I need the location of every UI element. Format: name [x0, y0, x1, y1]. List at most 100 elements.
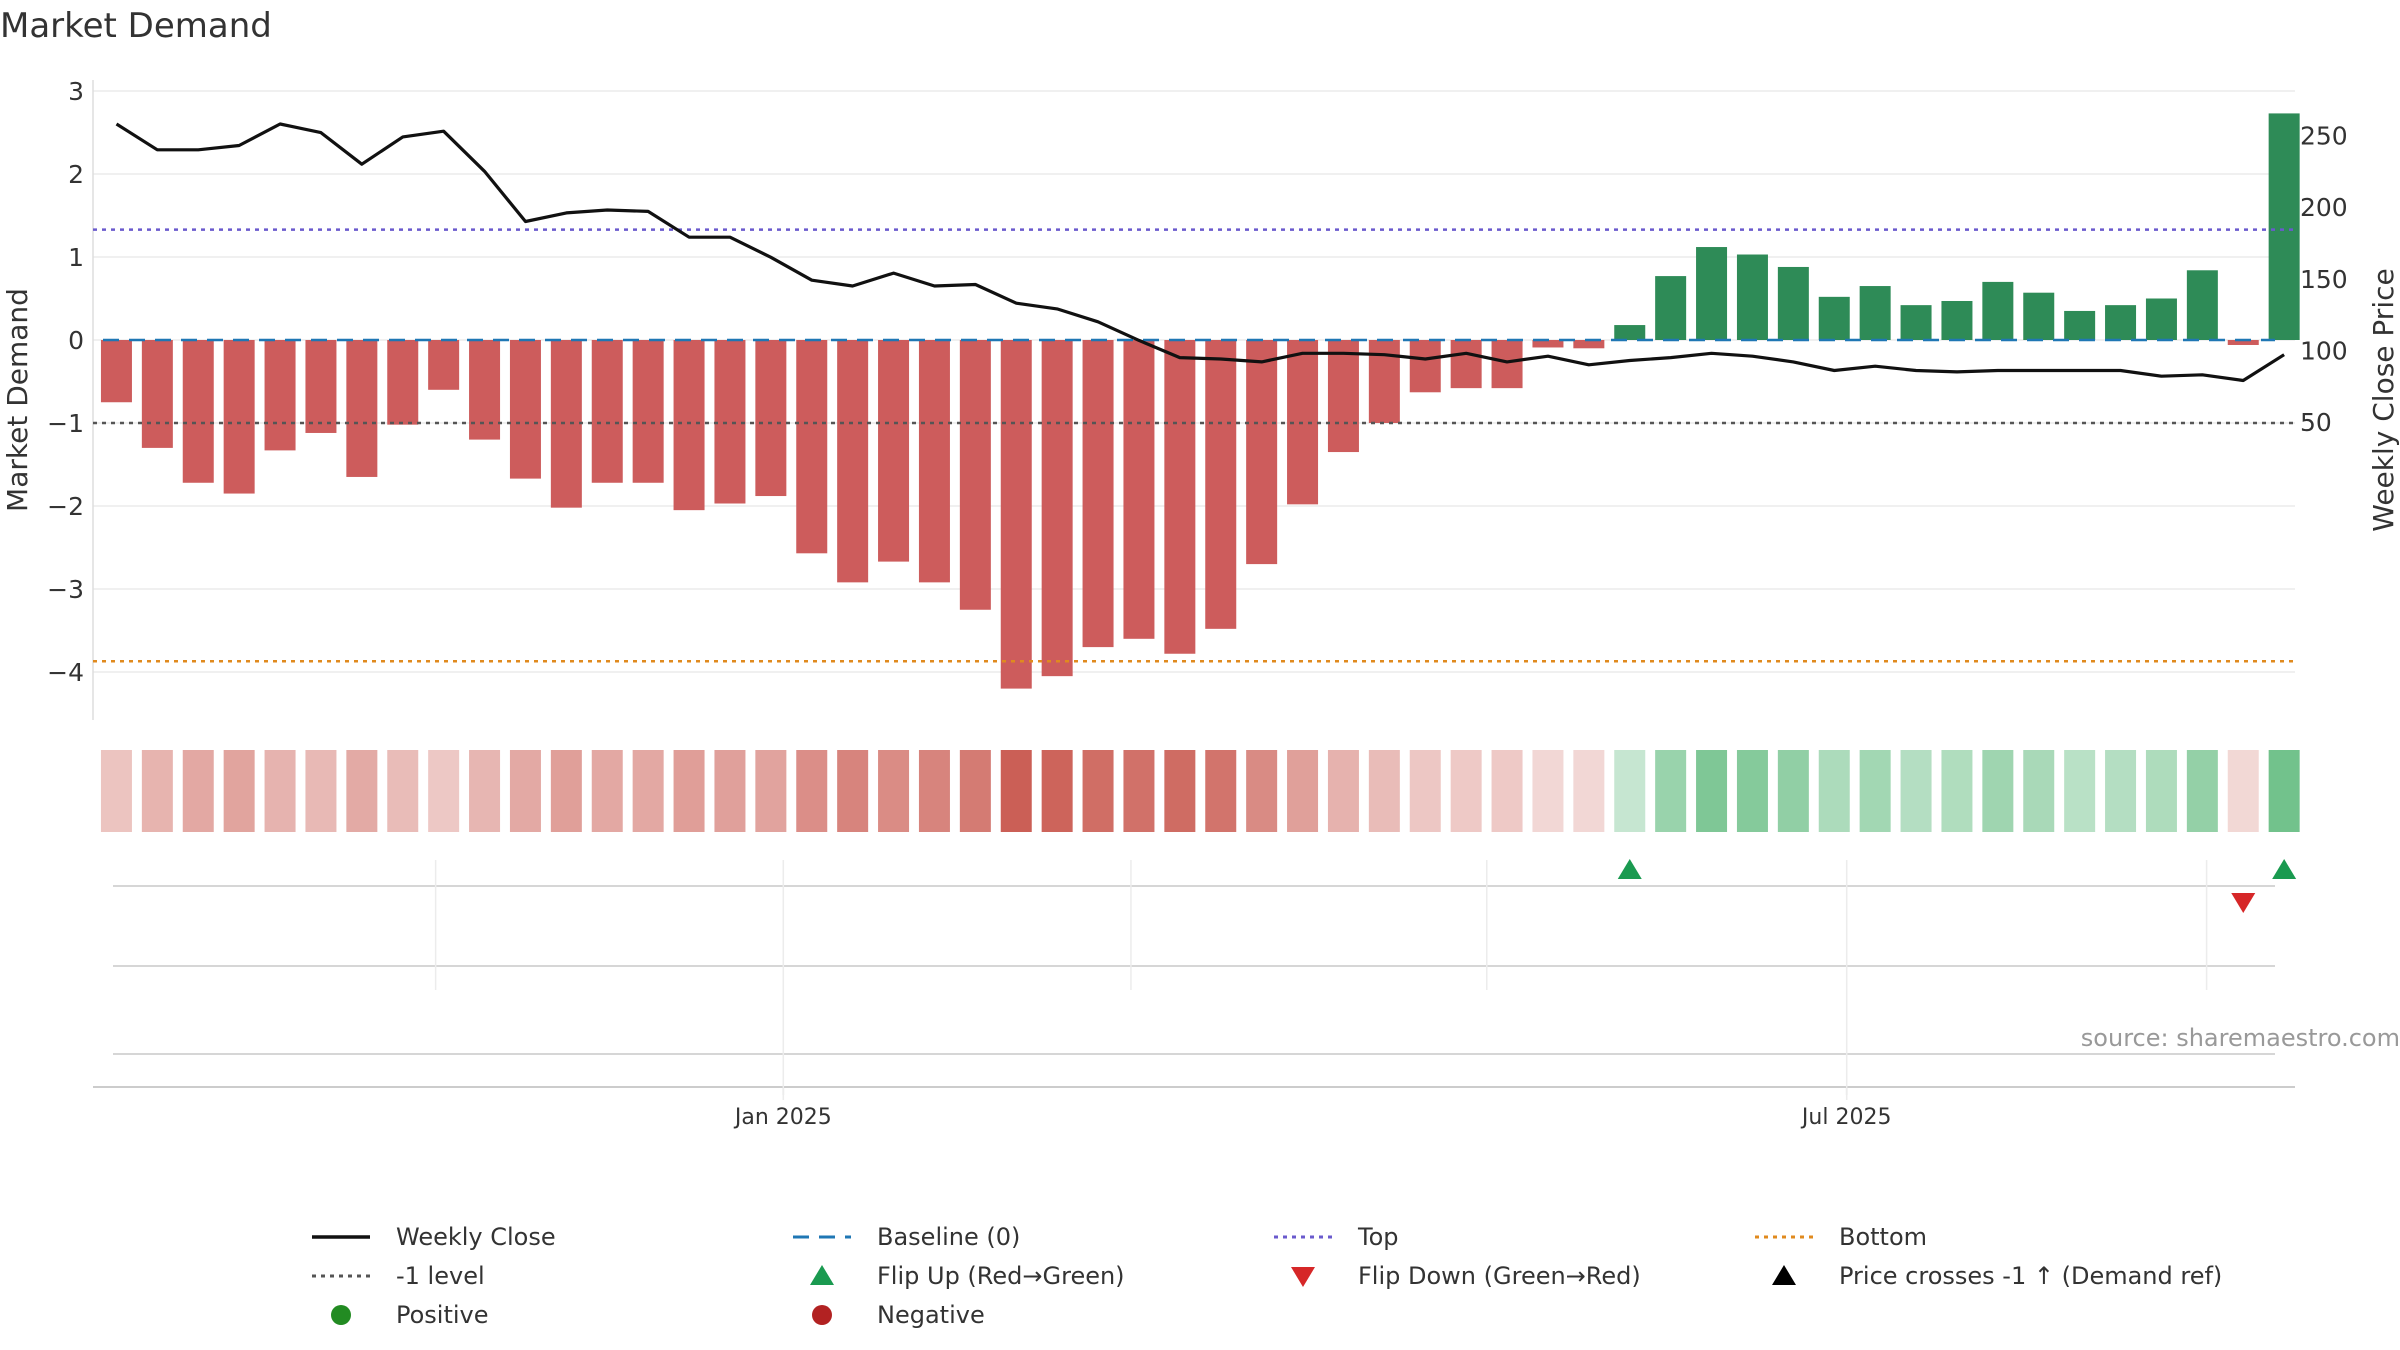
heat-cell — [2268, 750, 2300, 832]
demand-bar — [1409, 340, 1441, 393]
heat-cell — [100, 750, 132, 832]
heat-cell — [1900, 750, 1932, 832]
demand-bar — [182, 340, 214, 483]
demand-bar — [632, 340, 664, 483]
y-right-tick-label: 150 — [2300, 265, 2348, 294]
demand-bar — [2023, 292, 2055, 340]
heat-cell — [2064, 750, 2096, 832]
heat-cell — [1859, 750, 1891, 832]
heat-cell — [223, 750, 255, 832]
demand-bar — [1450, 340, 1482, 389]
legend-item-negative: Negative — [812, 1301, 985, 1329]
demand-bar — [1327, 340, 1359, 453]
heat-cell — [632, 750, 664, 832]
weekly-close-line — [115, 122, 2285, 383]
legend-label: Weekly Close — [396, 1223, 556, 1251]
heat-cell — [673, 750, 705, 832]
demand-bar — [1368, 340, 1400, 423]
heat-cell — [141, 750, 173, 832]
legend-label: -1 level — [396, 1262, 485, 1290]
heat-cell — [2227, 750, 2259, 832]
legend-label: Flip Up (Red→Green) — [877, 1262, 1125, 1290]
heat-cell — [1082, 750, 1114, 832]
heat-cell — [1573, 750, 1605, 832]
heat-cell — [387, 750, 419, 832]
demand-bar — [1941, 300, 1973, 340]
demand-bar — [1205, 340, 1237, 629]
legend-item-top: Top — [1274, 1223, 1399, 1251]
legend-label: Positive — [396, 1301, 489, 1329]
demand-bar — [837, 340, 869, 583]
y-axis-left-label: Market Demand — [1, 288, 34, 512]
demand-bars — [100, 113, 2300, 689]
event-rows — [113, 859, 2297, 1100]
legend-swatch — [812, 1305, 832, 1325]
legend-item-baseline: Baseline (0) — [793, 1223, 1020, 1251]
demand-bar — [1000, 340, 1032, 689]
source-label: source: sharemaestro.com — [2081, 1024, 2400, 1052]
y-right-tick-label: 100 — [2300, 336, 2348, 365]
legend-item-price-cross: Price crosses -1 ↑ (Demand ref) — [1772, 1262, 2222, 1290]
heat-cell — [959, 750, 991, 832]
heat-cell — [1123, 750, 1155, 832]
demand-bar — [714, 340, 746, 504]
flip-down-marker — [2231, 893, 2256, 913]
y-left-tick-label: 2 — [68, 160, 84, 189]
demand-bar — [1491, 340, 1523, 389]
heat-cell — [305, 750, 337, 832]
heat-cell — [1655, 750, 1687, 832]
legend-label: Flip Down (Green→Red) — [1358, 1262, 1641, 1290]
demand-bar — [2105, 305, 2137, 340]
demand-bar — [1696, 247, 1728, 340]
demand-bar — [1532, 340, 1564, 348]
demand-bar — [591, 340, 623, 483]
demand-bar — [1573, 340, 1605, 349]
heat-cell — [428, 750, 460, 832]
y-left-tick-label: −1 — [47, 409, 84, 438]
y-right-tick-label: 250 — [2300, 122, 2348, 151]
demand-bar — [1164, 340, 1196, 654]
legend-swatch — [810, 1265, 834, 1285]
demand-bar — [2268, 113, 2300, 340]
heat-cell — [591, 750, 623, 832]
heat-cell — [1532, 750, 1564, 832]
legend-label: Top — [1357, 1223, 1399, 1251]
heat-cell — [1982, 750, 2014, 832]
y-right-tick-label: 200 — [2300, 193, 2348, 222]
y-left-tick-label: 1 — [68, 243, 84, 272]
demand-bar — [1900, 305, 1932, 340]
heat-cell — [264, 750, 296, 832]
demand-bar — [1736, 254, 1768, 340]
y-left-tick-label: −2 — [47, 492, 84, 521]
heat-cell — [2186, 750, 2218, 832]
demand-bar — [428, 340, 460, 390]
demand-bar — [2145, 298, 2177, 340]
heat-cell — [2023, 750, 2055, 832]
chart-title: Market Demand — [0, 6, 272, 46]
legend-item-weekly-close: Weekly Close — [312, 1223, 556, 1251]
demand-bar — [918, 340, 950, 583]
heat-cell — [1205, 750, 1237, 832]
demand-bar — [878, 340, 910, 562]
demand-bar — [1777, 266, 1809, 340]
reference-lines — [93, 228, 2295, 663]
heat-cell — [1614, 750, 1646, 832]
demand-bar — [550, 340, 582, 508]
legend: Weekly Close Baseline (0) Top Bottom -1 leve… — [312, 1223, 2222, 1329]
demand-bar — [387, 340, 419, 425]
legend-swatch — [331, 1305, 351, 1325]
demand-bar — [1246, 340, 1278, 565]
heat-cell — [755, 750, 787, 832]
demand-bar — [223, 340, 255, 494]
demand-bar — [1859, 286, 1891, 340]
y-axis-right-label: Weekly Close Price — [2367, 268, 2400, 531]
x-tick-label: Jan 2025 — [733, 1105, 832, 1130]
heat-cell — [1409, 750, 1441, 832]
demand-bar — [755, 340, 787, 497]
heat-cell — [878, 750, 910, 832]
heat-cell — [1777, 750, 1809, 832]
weekly-close-line-group — [115, 122, 2285, 383]
heat-cell — [509, 750, 541, 832]
y-left-tick-label: 3 — [68, 77, 84, 106]
heat-cell — [1164, 750, 1196, 832]
